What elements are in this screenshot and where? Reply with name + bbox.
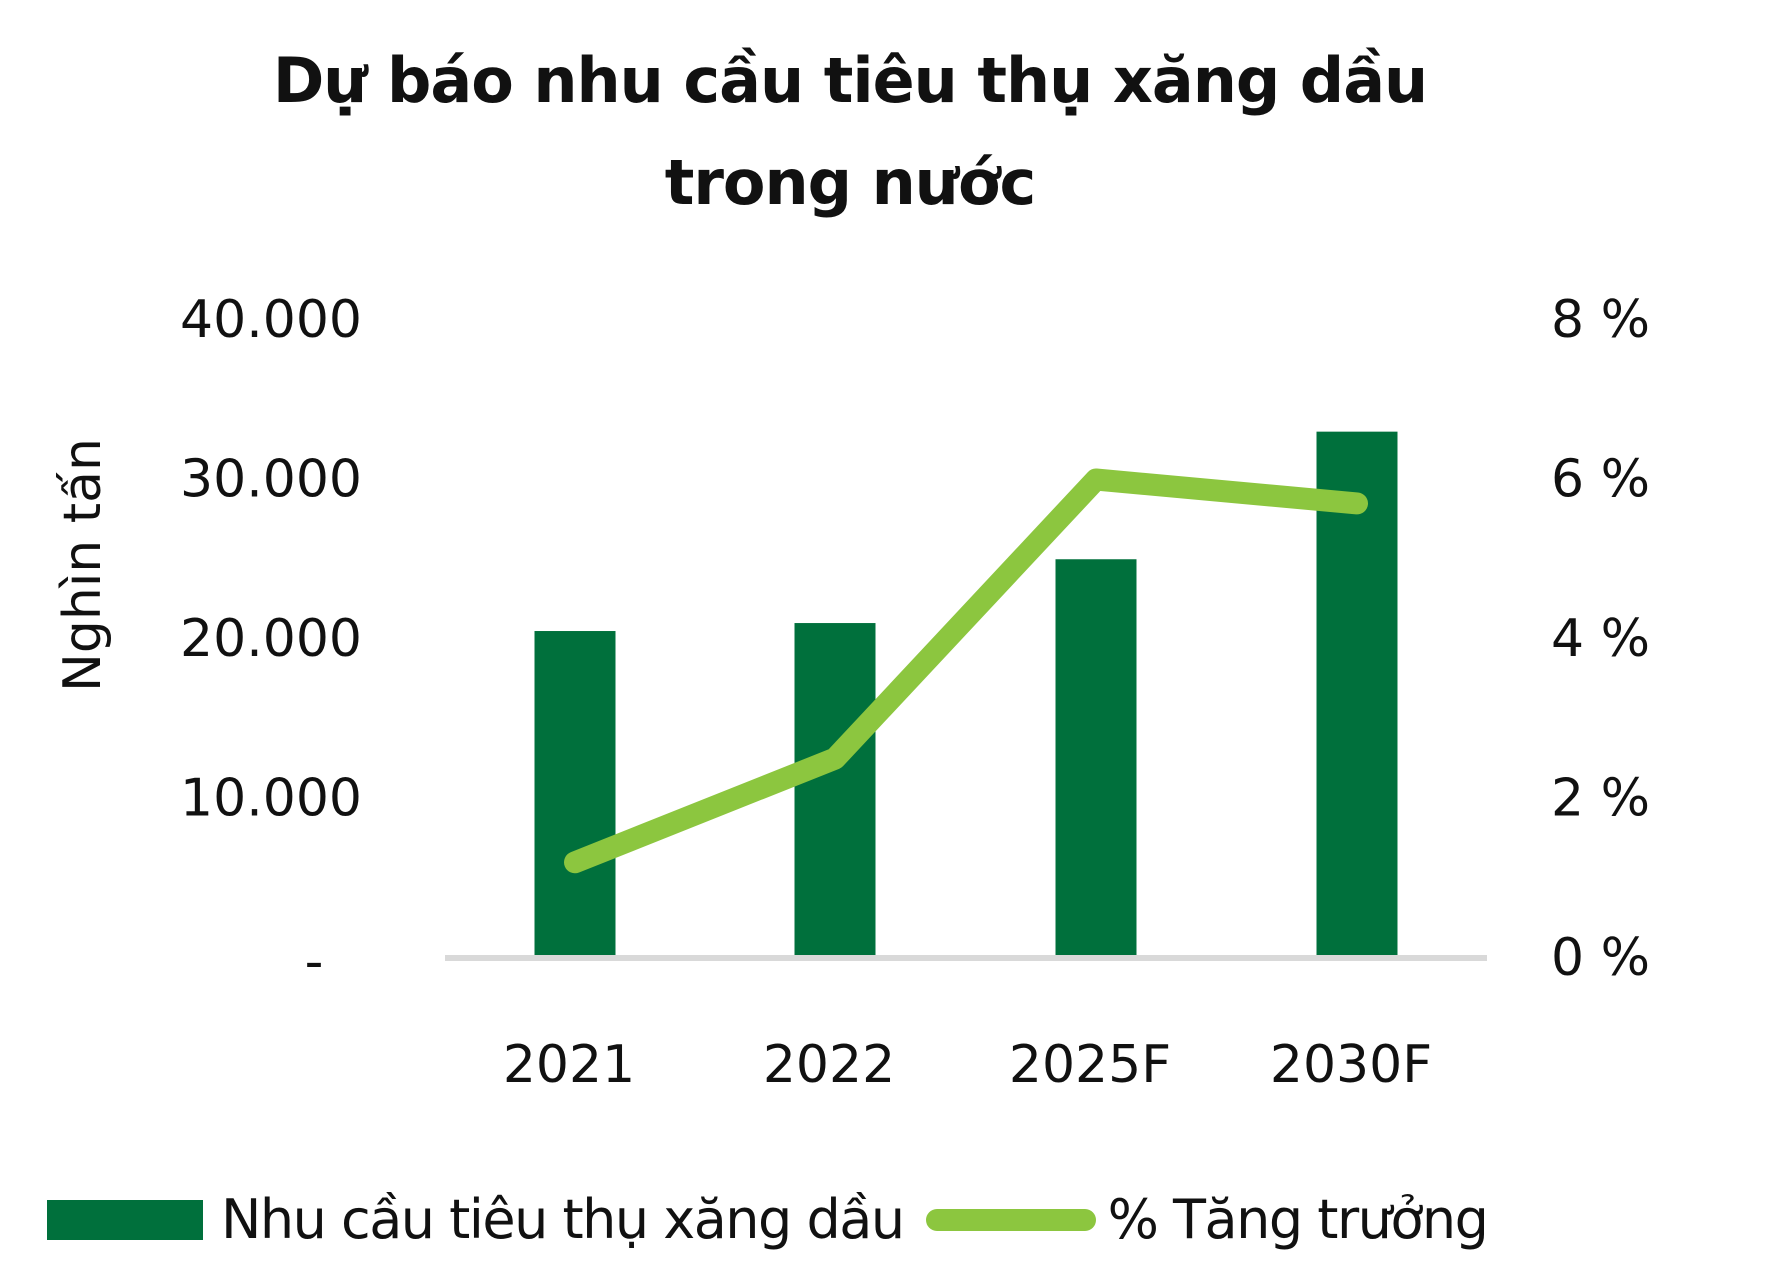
x-tick-label: 2021 [503,1035,635,1095]
chart-title-line-2: trong nước [664,146,1037,219]
y-axis-left-ticks: - 10.000 20.000 30.000 40.000 [180,290,362,992]
y-right-tick-label: 0 % [1551,928,1650,988]
y-left-tick-label: 20.000 [180,609,362,669]
chart-title-line-1: Dự báo nhu cầu tiêu thụ xăng dầu [272,44,1428,117]
legend-item-demand: Nhu cầu tiêu thụ xăng dầu [47,1188,905,1251]
bar-2021 [534,631,616,958]
y-right-tick-label: 8 % [1551,290,1650,350]
legend: Nhu cầu tiêu thụ xăng dầu % Tăng trưởng [47,1188,1489,1251]
legend-line-swatch-icon [925,1208,1096,1231]
y-axis-right-ticks: 0 % 2 % 4 % 6 % 8 % [1551,290,1650,988]
legend-label-demand: Nhu cầu tiêu thụ xăng dầu [221,1188,905,1251]
y-left-tick-label: 30.000 [180,450,362,510]
bar-2030F [1316,431,1398,958]
y-right-tick-label: 4 % [1551,609,1650,669]
y-left-tick-label: - [305,932,324,992]
chart-title: Dự báo nhu cầu tiêu thụ xăng dầu trong n… [0,30,1700,234]
growth-line-series [564,468,1368,874]
bar-2022 [794,623,876,958]
legend-item-growth: % Tăng trưởng [904,1188,1489,1251]
bar-2025F [1055,559,1137,958]
x-tick-label: 2022 [763,1035,895,1095]
y-right-tick-label: 6 % [1551,450,1650,510]
bar-series [534,431,1398,958]
y-left-tick-label: 10.000 [180,769,362,829]
y-right-tick-label: 2 % [1551,769,1650,829]
legend-bar-swatch-icon [47,1199,203,1240]
legend-label-growth: % Tăng trưởng [1107,1188,1489,1251]
y-left-tick-label: 40.000 [180,290,362,350]
x-tick-label: 2025F [1009,1035,1171,1095]
x-tick-label: 2030F [1270,1035,1432,1095]
y-axis-left-title: Nghìn tấn [53,438,113,692]
x-axis-ticks: 2021 2022 2025F 2030F [503,1035,1432,1095]
